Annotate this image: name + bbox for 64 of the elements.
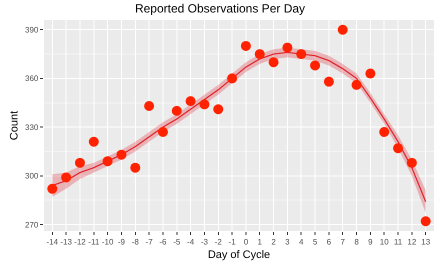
- point: [324, 76, 334, 87]
- point: [88, 136, 99, 147]
- point: [158, 126, 168, 137]
- point: [240, 40, 251, 51]
- x-tick-label: 0: [244, 238, 249, 247]
- y-tick-label: 360: [25, 74, 39, 84]
- x-tick-label: -11: [88, 238, 100, 247]
- point: [186, 96, 196, 106]
- point: [254, 49, 265, 60]
- x-tick-label: -7: [146, 238, 154, 247]
- point: [144, 101, 154, 112]
- y-tick-label: 300: [25, 172, 39, 181]
- point: [420, 216, 431, 226]
- point: [310, 60, 320, 70]
- x-tick-label: 7: [340, 238, 346, 247]
- x-tick-label: -14: [46, 238, 59, 247]
- point: [213, 104, 224, 114]
- x-tick-label: -1: [228, 238, 236, 247]
- x-tick-label: 5: [312, 238, 318, 247]
- y-tick-label: 270: [25, 220, 39, 230]
- point: [268, 57, 279, 68]
- point: [406, 158, 417, 168]
- y-tick-label: 330: [25, 122, 39, 132]
- x-tick-label: 12: [407, 238, 417, 247]
- point: [74, 158, 85, 168]
- x-tick-label: -4: [187, 238, 195, 247]
- x-tick-label: 11: [394, 238, 403, 247]
- x-tick-label: 1: [258, 238, 263, 247]
- point: [47, 184, 58, 194]
- point: [393, 143, 404, 154]
- point: [379, 126, 390, 137]
- point: [199, 99, 210, 110]
- x-tick-label: -13: [60, 238, 72, 247]
- point: [102, 156, 113, 166]
- x-tick-label: 6: [326, 238, 332, 247]
- y-axis-title: Count: [8, 110, 21, 140]
- x-tick-label: -6: [159, 238, 168, 247]
- x-axis-title: Day of Cycle: [208, 248, 270, 261]
- x-tick-label: -12: [74, 238, 86, 247]
- x-tick-label: 4: [299, 238, 304, 247]
- point: [352, 80, 362, 90]
- x-tick-label: -5: [173, 238, 181, 247]
- point: [296, 49, 306, 60]
- x-tick-label: 9: [368, 238, 374, 247]
- x-tick-label: -2: [214, 238, 222, 247]
- point: [116, 150, 126, 160]
- x-tick-label: 10: [380, 238, 390, 247]
- point: [282, 42, 292, 53]
- point: [61, 172, 72, 182]
- point: [227, 73, 238, 84]
- x-tick-label: -3: [200, 238, 209, 247]
- x-tick-label: -9: [118, 238, 126, 247]
- point: [130, 162, 140, 173]
- x-tick-label: 2: [271, 238, 276, 247]
- point: [365, 68, 376, 79]
- x-tick-label: -10: [102, 238, 114, 247]
- point: [338, 24, 348, 35]
- point: [172, 106, 182, 116]
- x-tick-label: 13: [421, 238, 431, 247]
- chart-title: Reported Observations Per Day: [134, 1, 306, 16]
- y-tick-label: 390: [25, 26, 39, 35]
- x-tick-label: 8: [354, 238, 360, 247]
- x-tick-label: -8: [132, 238, 140, 247]
- x-tick-label: 3: [285, 238, 290, 247]
